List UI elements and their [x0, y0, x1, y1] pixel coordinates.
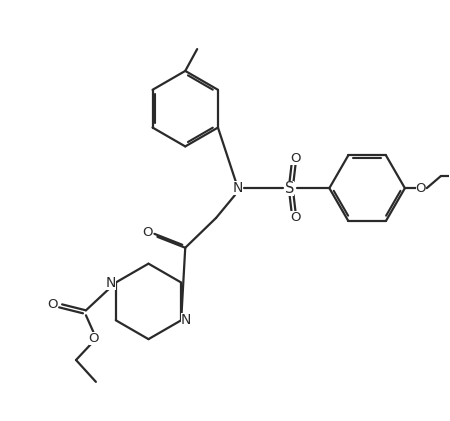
Text: O: O [47, 298, 58, 311]
Text: O: O [415, 181, 426, 195]
Text: N: N [106, 275, 116, 290]
Text: O: O [290, 211, 301, 224]
Text: O: O [89, 332, 99, 345]
Text: S: S [285, 181, 294, 196]
Text: O: O [290, 152, 301, 165]
Text: N: N [233, 181, 243, 195]
Text: O: O [142, 226, 153, 240]
Text: N: N [181, 313, 191, 327]
